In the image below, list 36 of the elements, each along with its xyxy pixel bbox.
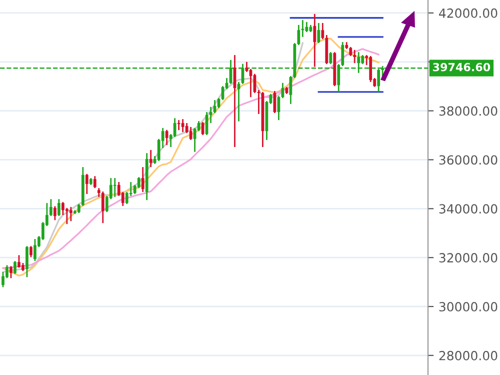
candlestick — [14, 260, 16, 275]
candlestick — [141, 166, 144, 193]
y-tick-label: 32000.00 — [439, 253, 498, 263]
candlestick — [57, 198, 60, 217]
candlestick — [18, 254, 20, 268]
candlestick — [30, 245, 32, 258]
candlestick — [65, 207, 68, 225]
y-tick-label: 30000.00 — [439, 302, 498, 312]
candlestick — [177, 119, 180, 131]
candlestick — [85, 173, 88, 195]
candlestick — [2, 271, 4, 288]
y-tick-label: 36000.00 — [439, 155, 498, 165]
candlestick — [10, 265, 12, 279]
candlestick — [69, 206, 72, 222]
candlestick — [369, 55, 372, 83]
candlestick — [113, 177, 116, 198]
candlestick — [165, 129, 168, 146]
candlestick — [313, 13, 316, 68]
y-tick-label: 42000.00 — [439, 8, 498, 18]
candlestick — [329, 51, 332, 65]
candlestick — [317, 22, 320, 44]
candlestick — [149, 149, 152, 168]
candlestick — [54, 206, 56, 221]
candlestick — [93, 175, 96, 189]
candlestick — [26, 245, 28, 278]
candlestick — [34, 238, 36, 262]
y-tick-label: 28000.00 — [439, 350, 498, 360]
candlestick — [353, 49, 356, 64]
y-tick-label: 34000.00 — [439, 204, 498, 214]
candlestick — [137, 176, 140, 189]
candlestick — [349, 46, 352, 57]
y-tick-label: 38000.00 — [439, 106, 498, 116]
ref-line-label: 39746.60 — [433, 62, 490, 72]
candlestick — [257, 89, 260, 115]
candlestick — [101, 190, 104, 224]
candlestick — [305, 21, 308, 33]
